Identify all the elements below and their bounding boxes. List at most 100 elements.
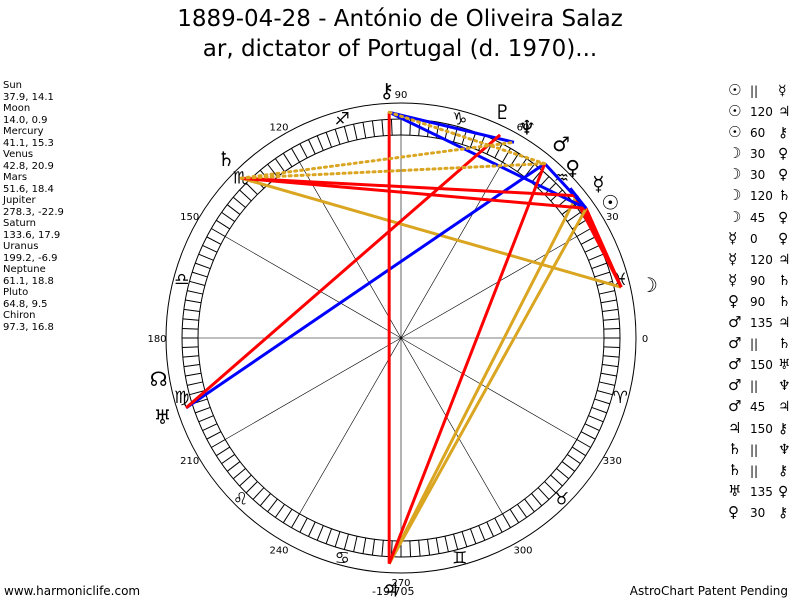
aspect-planet1: ♂	[728, 376, 742, 395]
degree-tick	[211, 439, 226, 448]
aspect-planet2: ♆	[778, 441, 791, 458]
planet-coords-saturn: 133.6, 17.9	[3, 229, 61, 241]
degree-tick	[325, 528, 333, 544]
house-spokes	[198, 135, 604, 541]
planet-coords-moon: 14.0, 0.9	[3, 114, 48, 126]
aspect-planet2: ♃	[778, 399, 791, 416]
degree-tick	[343, 533, 349, 550]
degree-label: 270	[391, 578, 410, 589]
degree-tick	[591, 406, 607, 414]
degree-tick	[189, 390, 206, 396]
aspect-row: ☽ 30 ♀	[728, 143, 796, 164]
aspect-planet2: ♀	[778, 209, 789, 226]
degree-tick	[185, 372, 202, 377]
degree-tick	[600, 299, 617, 304]
degree-tick	[486, 521, 495, 537]
zodiac-sign-icon: ♎	[174, 270, 189, 290]
aspect-planet2: ☿	[778, 83, 787, 99]
aspect-row: ☽ 30 ♀	[728, 164, 796, 185]
degree-tick	[232, 196, 246, 208]
aspect-planet1: ☉	[728, 102, 742, 121]
degree-tick	[343, 126, 349, 143]
degree-tick	[594, 398, 611, 405]
planet-name-uranus: Uranus	[3, 241, 39, 252]
planet-name-moon: Moon	[3, 103, 31, 114]
degree-tick	[524, 498, 535, 513]
degree-tick	[371, 539, 375, 556]
degree-label: 30	[606, 212, 619, 223]
degree-tick	[603, 318, 620, 321]
aspect-planet2: ♃	[778, 251, 791, 268]
aspect-row: ☉ 120 ♃	[728, 101, 796, 122]
aspect-planet1: ☽	[728, 165, 742, 184]
aspect-planet2: ♄	[778, 188, 791, 205]
aspect-type: ||	[750, 84, 759, 98]
degree-tick	[427, 539, 431, 556]
degree-tick	[531, 493, 543, 507]
planet-name-sun: Sun	[3, 80, 23, 91]
degree-tick	[362, 122, 367, 139]
degree-tick	[267, 163, 278, 178]
degree-tick	[517, 504, 528, 518]
footer-center-value: -19,705	[372, 585, 415, 598]
aspect-line	[388, 110, 587, 210]
aspect-type: 135	[750, 316, 773, 331]
degree-tick	[316, 525, 324, 541]
degree-tick	[182, 318, 199, 321]
aspect-planet2: ⚷	[778, 462, 789, 479]
degree-tick	[603, 355, 620, 358]
aspect-row: ☿ 0 ♀	[728, 228, 796, 249]
zodiac-sign-icon: ♊	[452, 548, 467, 568]
zodiac-sign-icon: ♐	[335, 110, 350, 130]
degree-tick	[444, 536, 449, 552]
aspect-type: ||	[750, 442, 759, 457]
degree-tick	[427, 120, 431, 137]
aspect-type: 30	[750, 168, 766, 183]
degree-tick	[478, 525, 486, 541]
degree-label: 300	[513, 545, 532, 556]
aspect-planet1: ♂	[728, 355, 742, 374]
planet-coords-mars: 51.6, 18.4	[3, 183, 54, 195]
degree-tick	[603, 346, 620, 349]
aspect-planet2: ♄	[778, 336, 791, 353]
aspect-row: ☿ 90 ♄	[728, 270, 796, 291]
degree-tick	[390, 119, 393, 136]
aspect-row: ☿ 120 ♃	[728, 249, 796, 270]
degree-label: 60	[517, 123, 530, 134]
planet-coords-sun: 37.9, 14.1	[3, 91, 54, 103]
degree-tick	[206, 236, 222, 245]
degree-tick	[381, 119, 384, 136]
aspect-row: ☉ || ☿	[728, 80, 796, 101]
aspect-planet1: ☽	[728, 207, 742, 226]
degree-tick	[334, 128, 341, 145]
degree-tick	[316, 135, 324, 151]
aspect-type: 90	[750, 273, 766, 288]
aspect-type: ||	[750, 463, 759, 478]
aspect-planet1: ♂	[728, 334, 742, 353]
aspect-planet2: ♃	[778, 104, 791, 121]
aspect-type: 45	[750, 400, 766, 415]
uranus-icon: ♅	[154, 405, 172, 429]
degree-tick	[591, 262, 607, 270]
aspect-type: 60	[750, 126, 766, 141]
degree-label: 240	[269, 545, 288, 556]
aspect-planet2: ♄	[778, 293, 791, 310]
degree-tick	[580, 236, 596, 245]
degree-tick	[544, 182, 557, 195]
degree-label: 180	[147, 334, 166, 345]
planet-coords-uranus: 199.2, -6.9	[3, 252, 58, 264]
degree-tick	[191, 271, 208, 278]
mercury-icon: ☿	[592, 171, 604, 195]
chart-title-line2: ar, dictator of Portugal (d. 1970)...	[202, 36, 598, 62]
aspect-line	[185, 133, 502, 409]
planet-name-pluto: Pluto	[3, 287, 29, 298]
jupiter-icon: ♃	[382, 578, 400, 600]
aspect-line	[387, 207, 588, 565]
degree-tick	[502, 513, 511, 528]
degree-tick	[453, 533, 459, 550]
degree-tick	[461, 531, 468, 548]
degree-label: 330	[603, 456, 622, 467]
aspect-planet1: ☽	[728, 186, 742, 205]
zodiac-sign-icon: ♌	[233, 490, 248, 510]
aspect-type: 30	[750, 147, 766, 162]
